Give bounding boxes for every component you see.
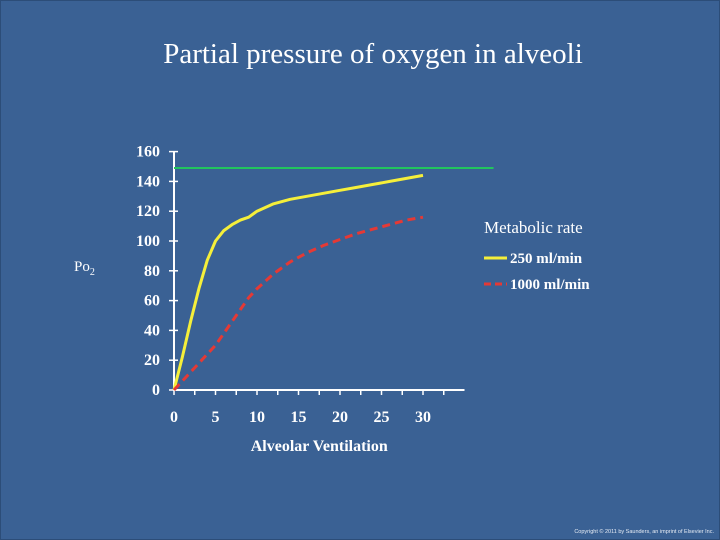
x-tick-label: 25 [374,409,390,426]
x-tick-label: 10 [249,409,265,426]
x-tick-label: 15 [291,409,307,426]
slide-title: Partial pressure of oxygen in alveoli [163,38,583,70]
legend: Metabolic rate 250 ml/min 1000 ml/min [484,218,590,293]
copyright-notice: Copyright © 2011 by Saunders, an imprint… [574,529,714,535]
y-tick-label: 140 [136,173,160,190]
x-tick-label: 0 [170,409,178,426]
legend-label: 1000 ml/min [510,277,590,293]
y-tick-label: 100 [136,233,160,250]
series-line-high-rate [172,215,424,392]
y-tick-label: 120 [136,203,160,220]
y-axis-label-subscript: 2 [89,267,95,278]
series-line-low-rate [172,173,424,391]
y-axis-label: Po2 [74,259,95,278]
y-tick-label: 80 [144,263,160,280]
plot-area: 0 20 40 60 80 100 120 140 160 0 5 10 15 20 25 30 Alveola… [136,144,494,455]
legend-title: Metabolic rate [484,218,583,237]
y-tick-label: 60 [144,293,160,310]
legend-label: 250 ml/min [510,251,583,267]
y-tick-label: 40 [144,322,160,339]
y-axis-label-text: Po [74,259,90,275]
y-tick-label: 160 [136,144,160,161]
y-tick-label: 20 [144,352,160,369]
x-axis-title: Alveolar Ventilation [251,438,388,455]
x-tick-label: 30 [415,409,431,426]
y-tick-label: 0 [152,382,160,399]
x-tick-label: 20 [332,409,348,426]
x-tick-label: 5 [212,409,220,426]
